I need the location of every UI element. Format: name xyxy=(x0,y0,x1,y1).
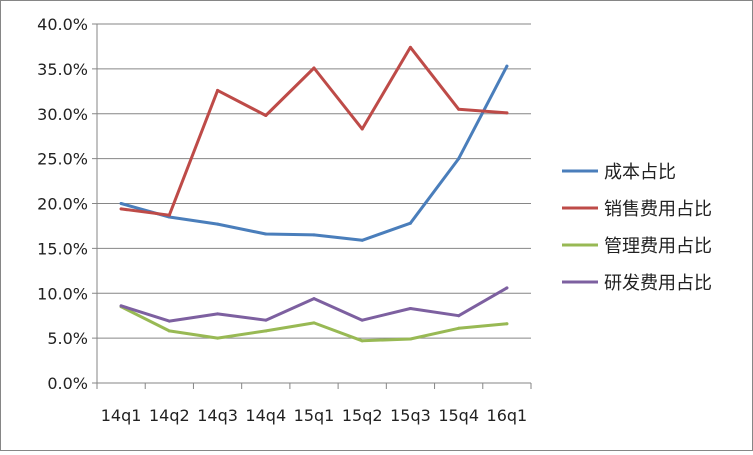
data-point xyxy=(408,45,412,49)
data-point xyxy=(408,307,412,311)
x-tick-label: 15q4 xyxy=(438,406,479,425)
data-point xyxy=(167,213,171,217)
data-point xyxy=(360,238,364,242)
data-point xyxy=(505,64,509,68)
x-tick-label: 15q1 xyxy=(294,406,335,425)
x-tick-label: 15q3 xyxy=(390,406,431,425)
data-point xyxy=(457,314,461,318)
data-point xyxy=(408,337,412,341)
y-tick-label: 20.0% xyxy=(37,195,88,214)
data-point xyxy=(312,233,316,237)
data-point xyxy=(264,329,268,333)
data-point xyxy=(119,207,123,211)
y-tick-label: 40.0% xyxy=(37,15,88,34)
data-point xyxy=(312,297,316,301)
data-point xyxy=(505,111,509,115)
data-point xyxy=(457,107,461,111)
data-point xyxy=(457,326,461,330)
x-tick-label: 16q1 xyxy=(487,406,528,425)
y-tick-label: 30.0% xyxy=(37,105,88,124)
y-tick-label: 10.0% xyxy=(37,284,88,303)
legend-label: 管理费用占比 xyxy=(604,236,712,257)
x-tick-label: 14q1 xyxy=(101,406,142,425)
data-point xyxy=(360,318,364,322)
y-tick-label: 0.0% xyxy=(47,374,88,393)
data-point xyxy=(216,336,220,340)
data-point xyxy=(360,127,364,131)
data-point xyxy=(264,114,268,118)
data-point xyxy=(408,221,412,225)
x-tick-label: 14q2 xyxy=(149,406,190,425)
series-lines xyxy=(119,45,509,343)
x-tick-label: 14q3 xyxy=(197,406,238,425)
y-tick-label: 5.0% xyxy=(47,329,88,348)
data-point xyxy=(360,339,364,343)
gridlines xyxy=(97,23,531,339)
data-point xyxy=(312,66,316,70)
data-point xyxy=(167,319,171,323)
axes: 0.0% 5.0% 10.0% 15.0% 20.0% 25.0% 30.0% 35.0% 40… xyxy=(37,15,532,425)
data-point xyxy=(264,318,268,322)
data-point xyxy=(216,88,220,92)
data-point xyxy=(216,222,220,226)
data-point xyxy=(167,329,171,333)
data-point xyxy=(457,157,461,161)
y-tick-label: 35.0% xyxy=(37,60,88,79)
y-tick-label: 25.0% xyxy=(37,150,88,169)
data-point xyxy=(216,312,220,316)
data-point xyxy=(312,321,316,325)
data-point xyxy=(264,232,268,236)
data-point xyxy=(119,304,123,308)
x-tick-label: 15q2 xyxy=(342,406,383,425)
data-point xyxy=(505,286,509,290)
legend-label: 研发费用占比 xyxy=(604,273,712,294)
x-tick-label: 14q4 xyxy=(245,406,286,425)
legend-label: 成本占比 xyxy=(604,162,676,183)
legend-label: 销售费用占比 xyxy=(604,199,712,220)
data-point xyxy=(119,202,123,205)
y-tick-label: 15.0% xyxy=(37,239,88,258)
data-point xyxy=(505,322,509,326)
